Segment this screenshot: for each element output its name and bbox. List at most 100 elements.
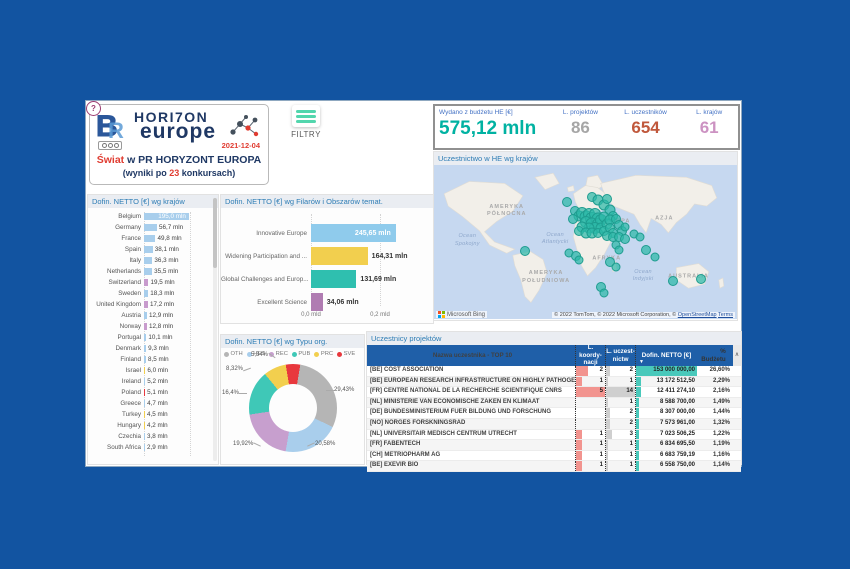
filters-label: FILTRY [291, 130, 321, 139]
country-bar[interactable] [144, 400, 146, 407]
table-row[interactable]: [BE] COST ASSOCIATION 2 2 153 000 000,00 26,… [367, 366, 741, 377]
country-label: Ireland [121, 378, 141, 385]
map-bubble[interactable] [574, 255, 584, 265]
koordynacji-cell [575, 408, 605, 418]
country-bar[interactable] [144, 235, 156, 242]
pillar-bar-row: Innovative Europe 245,65 mln [221, 222, 433, 245]
gridline [380, 214, 381, 306]
country-bar[interactable] [144, 367, 146, 374]
map-bubble[interactable] [668, 275, 679, 286]
table-row[interactable]: [NO] NORGES FORSKNINGSRAD 2 7 573 961,00 1,… [367, 418, 741, 430]
continent-label: AMERYKA POŁUDNIOWA [522, 270, 571, 284]
help-icon[interactable]: ? [86, 101, 101, 116]
country-bar[interactable] [144, 246, 153, 253]
country-bar[interactable] [144, 411, 146, 418]
budget-percent: 2,16% [712, 388, 730, 395]
country-bar[interactable] [144, 323, 147, 330]
country-bar[interactable] [144, 422, 145, 429]
country-bar[interactable] [144, 444, 145, 451]
uczestnictw-cell: 1 [605, 397, 635, 408]
legend-item[interactable]: REC [269, 351, 288, 357]
bing-logo[interactable]: Microsoft Bing [436, 311, 488, 318]
map-bubble[interactable] [611, 262, 621, 272]
openstreetmap-link[interactable]: OpenStreetMap [677, 312, 717, 318]
pillar-bar[interactable] [311, 224, 396, 242]
kpi-card[interactable]: Wydano z budżetu HE [€] 575,12 mln [435, 106, 550, 148]
map-bubble[interactable] [519, 246, 530, 257]
pillar-bar[interactable] [311, 247, 368, 265]
country-bar[interactable] [144, 356, 146, 363]
table-row[interactable]: [FR] FABENTECH 1 1 6 834 695,50 1,19% [367, 440, 741, 451]
donut-hole [269, 384, 317, 432]
map-bubble[interactable] [619, 233, 630, 244]
hamburger-icon[interactable] [292, 105, 320, 127]
column-header[interactable]: Dofin. NETTO [€] ▼ [635, 345, 697, 366]
map-bubble[interactable] [601, 193, 612, 204]
country-label: Italy [129, 257, 141, 264]
pillar-bar[interactable] [311, 293, 323, 311]
table-row[interactable]: [NL] UNIVERSITAIR MEDISCH CENTRUM UTRECH… [367, 429, 741, 441]
column-header[interactable]: L. uczest- nictw [605, 345, 635, 366]
table-row[interactable]: [NL] MINISTERIE VAN ECONOMISCHE ZAKEN EN… [367, 397, 741, 409]
country-label: Israel [125, 367, 141, 374]
uczestnictw-cell: 1 [605, 450, 635, 461]
table-scroll-up-arrow[interactable]: ∧ [733, 345, 741, 366]
kpi-card[interactable]: L. projektów 86 [550, 106, 611, 148]
filters-button[interactable]: FILTRY [286, 105, 326, 139]
country-bar[interactable] [144, 389, 146, 396]
country-bar[interactable] [144, 334, 147, 341]
country-bar[interactable] [144, 433, 145, 440]
country-bar-row: Czechia 3,8 mln [88, 431, 218, 442]
map-bubble[interactable] [641, 244, 652, 255]
koordynacji-bar [576, 450, 582, 461]
legend-item[interactable]: SVE [337, 351, 355, 357]
dofin-cell: 6 834 695,50 [635, 440, 697, 450]
country-bar[interactable] [144, 312, 147, 319]
uczestnictw-cell: 2 [605, 418, 635, 429]
country-bar[interactable] [144, 213, 189, 220]
table-row[interactable]: [BE] EXEVIR BIO 1 1 6 558 750,00 1,14% [367, 461, 741, 472]
kpi-card[interactable]: L. uczestników 654 [611, 106, 681, 148]
country-bar[interactable] [144, 268, 153, 275]
country-bar[interactable] [144, 301, 148, 308]
country-bar[interactable] [144, 257, 153, 264]
map-bubble[interactable] [562, 196, 573, 207]
terms-link[interactable]: Terms [718, 312, 733, 318]
countries-chart-panel: Dofin. NETTO [€] wg krajów Belgium 195,0 … [87, 194, 219, 465]
legend-item[interactable]: PRC [314, 351, 333, 357]
map-bubble[interactable] [614, 245, 624, 255]
map-bubble[interactable] [650, 252, 660, 262]
kpi-card[interactable]: L. krajów 61 [680, 106, 738, 148]
table-row[interactable]: [BE] EUROPEAN RESEARCH INFRASTRUCTURE ON… [367, 376, 741, 388]
country-bar[interactable] [144, 279, 149, 286]
country-label: Turkey [121, 411, 141, 418]
pillar-bar[interactable] [311, 270, 357, 288]
map-bubble[interactable] [568, 213, 579, 224]
country-bar-row: Austria 12,9 mln [88, 310, 218, 321]
country-bar[interactable] [144, 290, 149, 297]
column-header[interactable]: Nazwa uczestnika - TOP 10 [432, 351, 513, 359]
donut-chart[interactable] [249, 364, 337, 452]
map-bubble[interactable] [599, 288, 609, 298]
map-bubble[interactable] [604, 257, 615, 268]
table-row[interactable]: [DE] BUNDESMINISTERIUM FUER BILDUNG UND … [367, 408, 741, 419]
table-row[interactable]: [CH] METRIOPHARM AG 1 1 6 683 759,19 1,16% [367, 450, 741, 462]
countries-scrollbar[interactable] [213, 198, 217, 461]
legend-item[interactable]: HES [246, 351, 265, 357]
legend-item[interactable]: PUB [291, 351, 310, 357]
budget-percent: 1,49% [712, 398, 730, 405]
country-bar[interactable] [144, 224, 158, 231]
map-bubble[interactable] [620, 222, 630, 232]
map-bubble[interactable] [635, 232, 645, 242]
map-bubble[interactable] [695, 273, 706, 284]
column-header[interactable]: % Budżetu [701, 347, 726, 363]
country-bar-row: Belgium 195,0 mln [88, 211, 218, 222]
country-bar[interactable] [144, 345, 147, 352]
table-row[interactable]: [FR] CENTRE NATIONAL DE LA RECHERCHE SCI… [367, 387, 741, 398]
legend-item[interactable]: OTH [224, 351, 243, 357]
country-label: Greece [120, 400, 141, 407]
column-header[interactable]: L. koordy- nacji [575, 344, 605, 366]
country-bar-row: Greece 4,7 mln [88, 398, 218, 409]
country-bar[interactable] [144, 378, 146, 385]
